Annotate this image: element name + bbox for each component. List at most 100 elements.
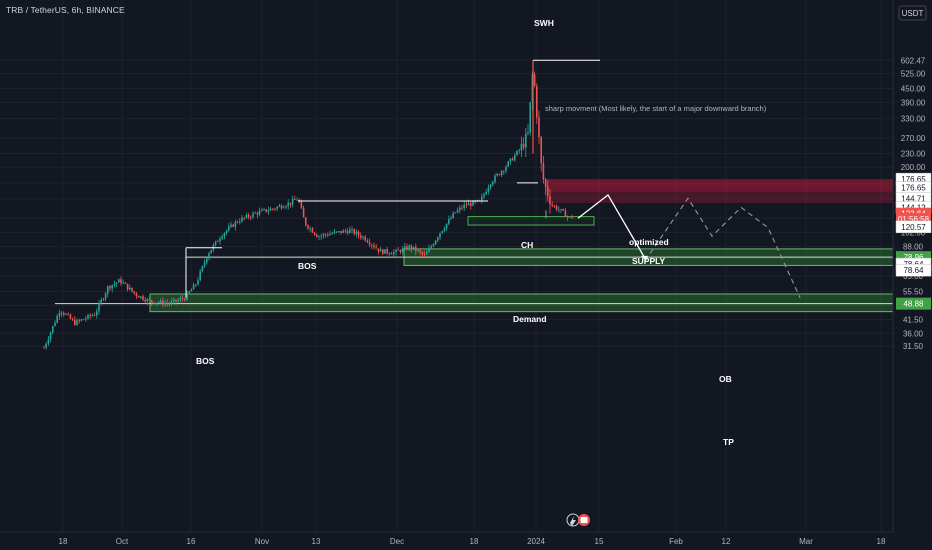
price-tag-label: 48.88 (903, 300, 924, 309)
price-tick-label: 390.00 (901, 98, 926, 107)
candle-body (406, 246, 408, 250)
zone-demand[interactable] (467, 216, 595, 226)
price-tag-label: 120.57 (901, 223, 926, 232)
candle-body (181, 298, 184, 299)
currency-badge-label: USDT (902, 9, 924, 18)
candle-body (549, 196, 551, 205)
candle-body (305, 217, 307, 226)
candle-body (118, 279, 120, 283)
time-tick-label: Nov (255, 537, 269, 546)
candle-body (159, 300, 162, 303)
zone-supply-upper[interactable] (545, 179, 893, 192)
candle-body (432, 244, 435, 247)
time-tick-label: Feb (669, 537, 683, 546)
candle-body (162, 300, 164, 305)
supply-label: SUPPLY (632, 256, 666, 266)
candle-body (465, 204, 468, 206)
candle-body (195, 284, 197, 286)
candle-body (289, 202, 292, 205)
candle-body (472, 200, 474, 206)
candle-body (166, 302, 168, 304)
candle-body (320, 235, 322, 237)
price-tick-label: 55.50 (903, 287, 924, 296)
candle-body (276, 206, 278, 209)
candle-body (47, 339, 50, 344)
candle-body (272, 208, 274, 210)
candle-body (98, 303, 100, 312)
candle-body (419, 250, 421, 252)
candle-body (489, 184, 492, 188)
candle-body (126, 283, 129, 290)
event-icon[interactable] (566, 513, 590, 527)
candle-body (560, 209, 562, 210)
candle-body (115, 282, 118, 284)
candle-body (505, 166, 507, 171)
candle-body (179, 298, 182, 300)
candle-body (104, 293, 107, 299)
price-tick-label: 36.00 (903, 329, 924, 338)
candle-body (234, 221, 237, 227)
candle-body (87, 314, 89, 319)
price-tag-label: 01:56:58 (898, 215, 930, 224)
price-tag-label: 78.96 (903, 253, 924, 262)
candle-body (555, 206, 558, 210)
candle-body (291, 199, 294, 205)
candle-body (71, 318, 74, 320)
candle-body (177, 299, 179, 302)
candle-body (481, 196, 483, 201)
candle-body (448, 219, 450, 224)
candle-body (331, 233, 333, 235)
candle-body (360, 235, 362, 238)
price-tick-label: 31.50 (903, 342, 924, 351)
candle-body (522, 143, 525, 148)
candle-body (386, 249, 388, 254)
candle-body (355, 231, 358, 234)
candle-body (256, 212, 259, 215)
candle-body (153, 302, 155, 304)
candle-body (551, 204, 553, 206)
price-tick-label: 602.47 (901, 56, 926, 65)
candle-body (239, 221, 241, 223)
zone-supply-lower[interactable] (545, 191, 893, 204)
candle-body (346, 231, 349, 234)
time-tick-label: 18 (877, 537, 886, 546)
candle-body (58, 313, 61, 316)
candle-body (208, 253, 210, 259)
time-axis[interactable] (0, 532, 932, 550)
candle-body (364, 236, 366, 241)
candle-body (168, 303, 171, 305)
candle-body (366, 240, 369, 243)
candle-body (203, 262, 206, 267)
candle-body (335, 231, 338, 233)
candle-body (353, 229, 355, 234)
candle-body (379, 249, 382, 252)
projection-path (577, 194, 646, 259)
candle-body (63, 312, 65, 315)
candle-body (542, 163, 545, 180)
time-tick-label: Oct (116, 537, 129, 546)
candle-body (318, 236, 320, 238)
time-axis-ticks: 18 Oct 16 Nov 13 Dec 18 2024 15 Feb 12 Mar 18 (59, 537, 886, 546)
currency-badge[interactable] (898, 5, 927, 21)
candle-body (296, 199, 298, 201)
candle-body (67, 314, 69, 315)
candle-body (210, 249, 212, 254)
candle-body (135, 293, 138, 296)
price-tick-label: 330.00 (901, 115, 926, 124)
candle-body (412, 246, 415, 249)
candle-body (540, 137, 542, 164)
zone-tp[interactable] (149, 293, 894, 313)
candle-body (241, 217, 243, 222)
candle-body (327, 234, 329, 236)
ob-label: OB (719, 374, 732, 384)
candle-body (80, 319, 83, 321)
price-tick-label: 525.00 (901, 70, 926, 79)
time-tick-label: 18 (59, 537, 68, 546)
candle-body (467, 203, 470, 206)
candle-body (395, 249, 397, 252)
candle-body (140, 296, 142, 298)
candle-body (45, 343, 47, 348)
candle-body (423, 253, 426, 255)
symbol-title: TRB / TetherUS, 6h, BINANCE (6, 5, 125, 15)
